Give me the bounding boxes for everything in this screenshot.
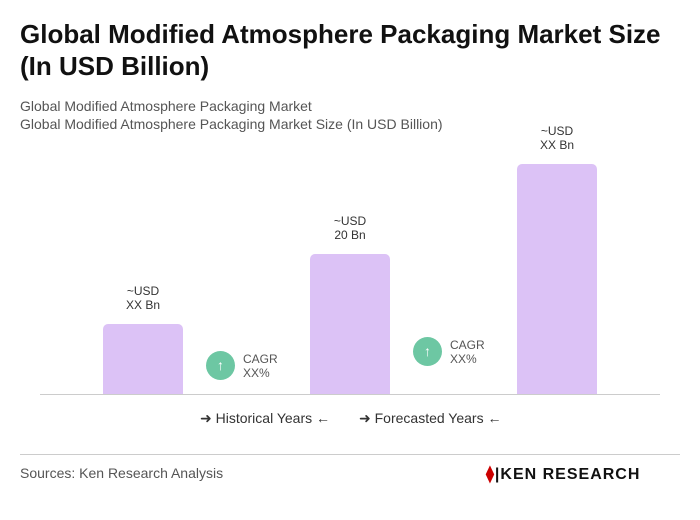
source-text: Sources: Ken Research Analysis: [20, 465, 224, 481]
cagr-label-1: CAGR XX%: [243, 352, 278, 380]
subtitle-2: Global Modified Atmosphere Packaging Mar…: [20, 116, 443, 132]
data-label: ~USD XX Bn: [125, 284, 161, 312]
x-axis-line: [40, 394, 660, 395]
data-label: ~USD 20 Bn: [333, 214, 367, 242]
cagr-label-2: CAGR XX%: [450, 338, 485, 366]
bar: [103, 324, 183, 394]
data-label: ~USD XX Bn: [539, 123, 575, 152]
divider: [20, 454, 680, 455]
ken-research-logo: ⧫|KEN RESEARCH: [486, 466, 641, 483]
bar: [517, 163, 597, 394]
arrow-up-icon: ↑: [206, 351, 235, 380]
logo-icon: ⧫: [486, 466, 495, 483]
subtitle: Global Modified Atmosphere Packaging Mar…: [20, 98, 312, 114]
arrow-up-icon: ↑: [413, 337, 442, 366]
legend-historical: ➜ Historical Years ←: [200, 410, 331, 426]
page-title: Global Modified Atmosphere Packaging Mar…: [20, 19, 661, 81]
legend-forecasted: ➜ Forecasted Years ←: [359, 410, 502, 426]
bar: [310, 254, 390, 394]
